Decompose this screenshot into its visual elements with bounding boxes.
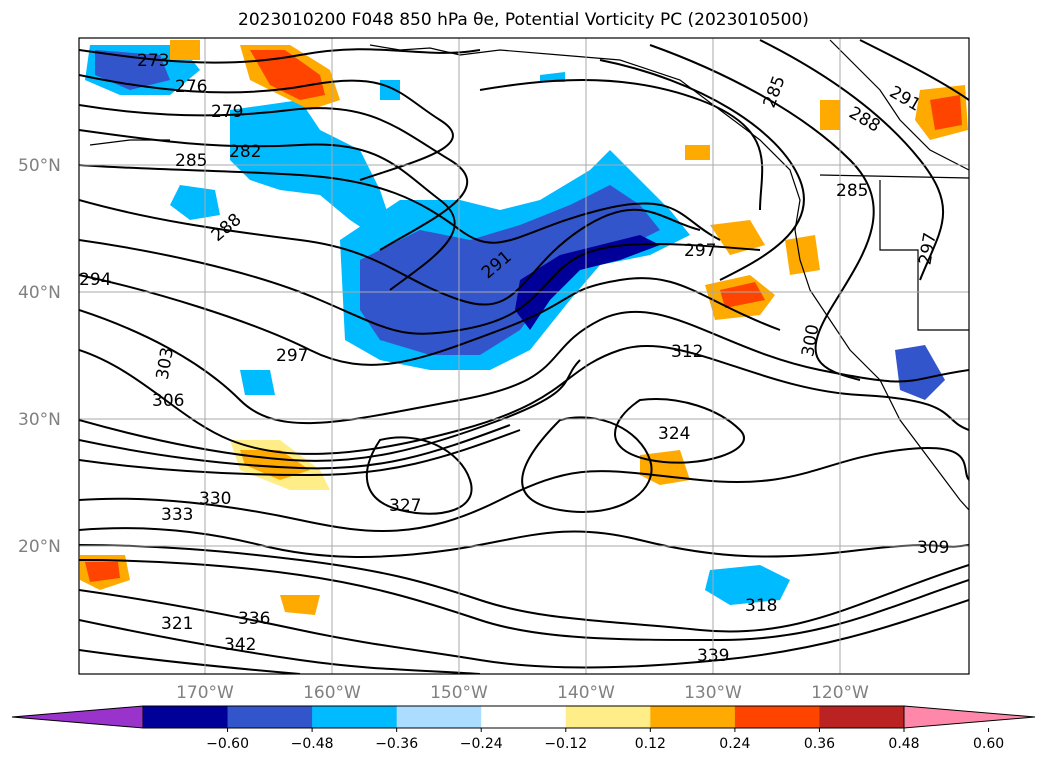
- colorbar-tick-label: 0.36: [804, 736, 835, 752]
- colorbar-segment: [565, 706, 651, 728]
- contour-label: 339: [697, 646, 729, 666]
- theta-e-contours: [79, 39, 969, 674]
- colorbar-extend-low: [11, 705, 144, 729]
- lat-label: 30°N: [18, 410, 61, 430]
- lon-label: 130°W: [684, 683, 742, 703]
- map-frame: [78, 37, 970, 675]
- coastlines: [89, 39, 969, 511]
- contour-label: 294: [79, 270, 111, 290]
- map-title: 2023010200 F048 850 hPa θe, Potential Vo…: [238, 10, 809, 30]
- colorbar-segment: [312, 706, 398, 728]
- contour-label: 309: [917, 538, 949, 558]
- colorbar-segment: [481, 706, 567, 728]
- colorbar-tick-label: 0.48: [888, 736, 919, 752]
- graticule: [79, 38, 969, 674]
- contour-label: 276: [175, 77, 207, 97]
- colorbar-tick-label: 0.24: [719, 736, 750, 752]
- lat-label: 50°N: [18, 156, 61, 176]
- contour-label: 342: [224, 635, 256, 655]
- contour-label: 327: [389, 496, 421, 516]
- colorbar-segment: [396, 706, 482, 728]
- lat-label: 20°N: [18, 537, 61, 557]
- contour-label: 279: [211, 102, 243, 122]
- contour-label: 285: [175, 151, 207, 171]
- colorbar-tick-label: −0.24: [460, 736, 503, 752]
- contour-label: 324: [658, 424, 690, 444]
- contour-label: 285: [836, 181, 868, 201]
- lon-label: 170°W: [176, 683, 234, 703]
- colorbar-tick-label: −0.12: [544, 736, 587, 752]
- contour-labels: 273 276 279 282 285 288 291 294 297 297 …: [79, 51, 949, 666]
- contour-label: 273: [137, 51, 169, 71]
- colorbar-tick-label: −0.60: [206, 736, 249, 752]
- contour-label: 333: [161, 505, 193, 525]
- lat-label: 40°N: [18, 283, 61, 303]
- colorbar-tick-label: −0.48: [291, 736, 334, 752]
- lon-label: 150°W: [430, 683, 488, 703]
- contour-label: 297: [684, 241, 716, 261]
- colorbar-tick-label: 0.12: [635, 736, 666, 752]
- contour-label: 282: [229, 142, 261, 162]
- colorbar-extend-high: [903, 705, 1036, 729]
- contour-label: 312: [671, 342, 703, 362]
- colorbar-frame: [142, 705, 905, 729]
- lon-label: 160°W: [303, 683, 361, 703]
- lon-label: 140°W: [557, 683, 615, 703]
- map-area: [79, 38, 969, 674]
- contour-label: 297: [276, 346, 308, 366]
- colorbar-segment: [734, 706, 820, 728]
- colorbar-tick-label: −0.36: [375, 736, 418, 752]
- colorbar-tick-label: 0.60: [973, 736, 1004, 752]
- colorbar: −0.60 −0.48 −0.36 −0.24 −0.12 0.12 0.24 0.36 0.4…: [11, 705, 1036, 752]
- contour-label: 321: [161, 614, 193, 634]
- lon-label: 120°W: [811, 683, 869, 703]
- contour-label: 330: [199, 489, 231, 509]
- contour-label: 306: [152, 391, 184, 411]
- colorbar-segment: [227, 706, 313, 728]
- contour-label: 336: [238, 609, 270, 629]
- pv-shading: [80, 40, 968, 615]
- colorbar-segment: [819, 706, 905, 728]
- colorbar-segment: [650, 706, 736, 728]
- contour-label: 318: [745, 596, 777, 616]
- colorbar-segment: [143, 706, 229, 728]
